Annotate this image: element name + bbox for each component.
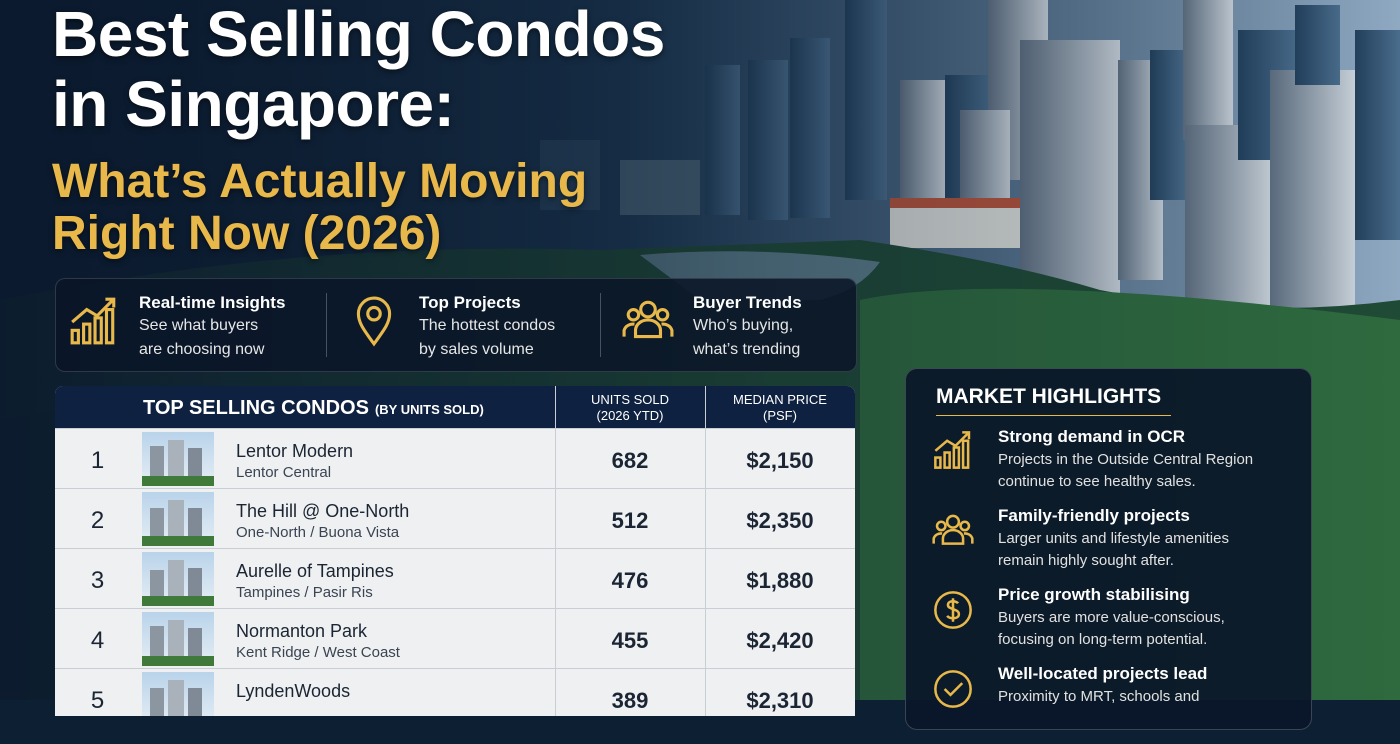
- highlight-title: Well-located projects lead: [998, 664, 1208, 683]
- highlights-rule: [936, 415, 1171, 416]
- highlight-icon: [932, 510, 974, 557]
- feature: Real-time Insights See what buyers are cho…: [56, 279, 306, 371]
- condo-name: Normanton Park: [236, 621, 368, 641]
- subtitle-line: Right Now (2026): [52, 207, 442, 260]
- condo-location: Lentor Central: [236, 464, 332, 481]
- condo-name: Lentor Modern: [236, 441, 354, 461]
- highlight-title: Price growth stabilising: [998, 585, 1190, 604]
- median-price: $2,350: [746, 508, 814, 533]
- highlight-text: Projects in the Outside Central Region: [998, 451, 1254, 468]
- table-title-note: (BY UNITS SOLD): [374, 402, 484, 417]
- table-row: 5 LyndenWoods 389 $2,310: [55, 668, 855, 716]
- feature-text: The hottest condos: [419, 317, 556, 334]
- feature-title: Buyer Trends: [693, 293, 802, 312]
- table-row: 3 Aurelle of Tampines Tampines / Pasir Ris…: [55, 548, 855, 609]
- rank: 4: [90, 627, 105, 654]
- median-price: $2,420: [746, 628, 814, 653]
- feature-bar: Real-time Insights See what buyers are cho…: [55, 278, 857, 372]
- table-header: TOP SELLING CONDOS (BY UNITS SOLD) UNITS …: [55, 386, 855, 428]
- rank: 5: [90, 687, 105, 714]
- column-header-line: UNITS SOLD: [590, 392, 669, 407]
- thumbnail: [142, 612, 214, 671]
- condo-location: Kent Ridge / West Coast: [236, 644, 400, 661]
- title-line: in Singapore:: [52, 68, 455, 140]
- rank: 3: [90, 567, 105, 594]
- highlight-text: Proximity to MRT, schools and: [998, 688, 1200, 705]
- highlight: Strong demand in OCR Projects in the Outs…: [906, 427, 1311, 507]
- subtitle-line: What’s Actually Moving: [52, 155, 588, 208]
- column-header-line: MEDIAN PRICE: [733, 392, 827, 407]
- highlight-text: continue to see healthy sales.: [998, 473, 1196, 490]
- rank: 1: [90, 447, 105, 474]
- highlight-title: Family-friendly projects: [998, 506, 1190, 525]
- feature-icon: [348, 295, 400, 352]
- column-header-line: (2026 YTD): [596, 408, 664, 423]
- highlight-icon: [932, 429, 974, 476]
- table-title: TOP SELLING CONDOS (BY UNITS SOLD): [143, 397, 484, 420]
- title-line: Best Selling Condos: [52, 0, 665, 70]
- rank: 2: [90, 507, 105, 534]
- condo-table: TOP SELLING CONDOS (BY UNITS SOLD) UNITS …: [55, 386, 855, 716]
- feature-title: Top Projects: [419, 293, 521, 312]
- column-header-line: (PSF): [763, 408, 797, 423]
- condo-name: LyndenWoods: [236, 681, 351, 701]
- units-sold: 455: [611, 628, 649, 653]
- feature-icon: [68, 295, 120, 352]
- feature-text: what’s trending: [693, 341, 801, 358]
- highlight-text: remain highly sought after.: [998, 552, 1174, 569]
- median-price: $2,150: [746, 448, 814, 473]
- condo-location: One-North / Buona Vista: [236, 524, 400, 541]
- units-sold: 476: [611, 568, 649, 593]
- table-row: 1 Lentor Modern Lentor Central 682 $2,150: [55, 428, 855, 489]
- highlight-icon: [932, 589, 974, 636]
- thumbnail: [142, 432, 214, 491]
- table-title-text: TOP SELLING CONDOS: [143, 397, 369, 419]
- table-row: 2 The Hill @ One-North One-North / Buona V…: [55, 488, 855, 549]
- highlight-title: Strong demand in OCR: [998, 427, 1185, 446]
- median-price: $2,310: [746, 688, 814, 713]
- feature-text: are choosing now: [139, 341, 265, 358]
- highlight-icon: [932, 668, 974, 715]
- column-header: UNITS SOLD (2026 YTD): [555, 392, 705, 424]
- column-divider: [705, 386, 706, 716]
- thumbnail: [142, 492, 214, 551]
- feature-text: See what buyers: [139, 317, 259, 334]
- column-divider: [555, 386, 556, 716]
- feature-text: by sales volume: [419, 341, 534, 358]
- units-sold: 682: [611, 448, 649, 473]
- feature-text: Who’s buying,: [693, 317, 794, 334]
- condo-location: Tampines / Pasir Ris: [236, 584, 373, 601]
- highlight-text: Larger units and lifestyle amenities: [998, 530, 1229, 547]
- thumbnail: [142, 552, 214, 611]
- condo-name: The Hill @ One-North: [236, 501, 410, 521]
- divider: [600, 293, 601, 357]
- condo-name: Aurelle of Tampines: [236, 561, 394, 581]
- market-highlights: MARKET HIGHLIGHTS Strong demand in OCR Pr…: [905, 368, 1312, 730]
- highlight: Family-friendly projects Larger units and…: [906, 506, 1311, 586]
- feature: Top Projects The hottest condos by sales v…: [336, 279, 586, 371]
- feature-icon: [622, 295, 674, 352]
- highlight: Well-located projects lead Proximity to M…: [906, 664, 1311, 744]
- highlight-text: focusing on long-term potential.: [998, 631, 1208, 648]
- units-sold: 389: [611, 688, 649, 713]
- feature: Buyer Trends Who’s buying, what’s trending: [610, 279, 860, 371]
- highlight: Price growth stabilising Buyers are more …: [906, 585, 1311, 665]
- table-row: 4 Normanton Park Kent Ridge / West Coast 45…: [55, 608, 855, 669]
- highlight-text: Buyers are more value-conscious,: [998, 609, 1225, 626]
- units-sold: 512: [611, 508, 649, 533]
- column-header: MEDIAN PRICE (PSF): [705, 392, 855, 424]
- thumbnail: [142, 672, 214, 716]
- highlights-title: MARKET HIGHLIGHTS: [936, 385, 1162, 408]
- median-price: $1,880: [746, 568, 814, 593]
- feature-title: Real-time Insights: [139, 293, 286, 312]
- divider: [326, 293, 327, 357]
